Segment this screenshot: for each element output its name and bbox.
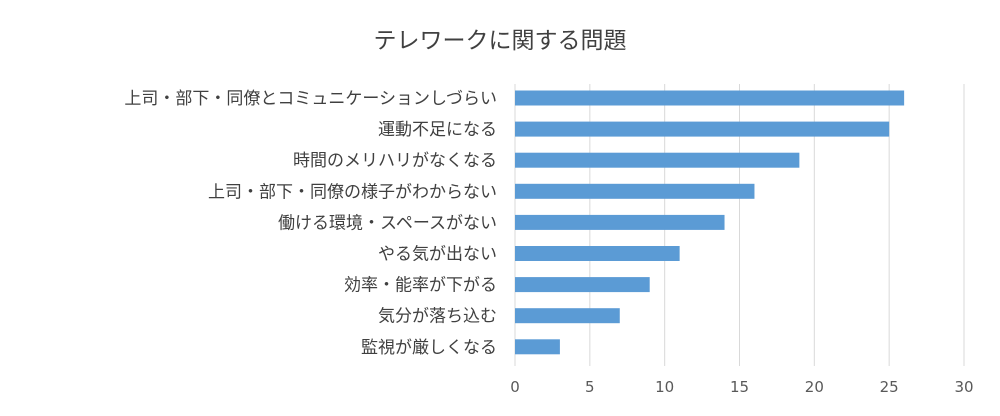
x-tick-label-30: 30 (954, 378, 973, 396)
category-label-1: 運動不足になる (378, 120, 497, 140)
bar-4 (515, 214, 725, 230)
x-tick-label-15: 15 (730, 378, 749, 396)
x-tick-label-0: 0 (510, 378, 520, 396)
bar-8 (515, 339, 560, 355)
x-tick-label-10: 10 (655, 378, 674, 396)
bar-5 (515, 246, 680, 261)
category-label-3: 上司・部下・同僚の様子がわからない (208, 182, 497, 202)
bar-2 (515, 152, 800, 168)
bar-0 (515, 90, 905, 106)
x-tick-label-25: 25 (880, 378, 899, 396)
category-label-0: 上司・部下・同僚とコミュニケーションしづらい (124, 89, 497, 109)
x-axis-tick-labels: 0 5 10 15 20 25 30 (510, 378, 973, 396)
bar-6 (515, 277, 650, 293)
category-label-5: やる気が出ない (378, 245, 497, 265)
category-label-6: 効率・能率が下がる (344, 276, 497, 296)
category-label-4: 働ける環境・スペースがない (278, 213, 497, 233)
bars (515, 90, 905, 355)
bar-7 (515, 308, 620, 324)
category-labels: 上司・部下・同僚とコミュニケーションしづらい運動不足になる時間のメリハリがなくな… (124, 89, 497, 358)
x-tick-label-5: 5 (585, 378, 595, 396)
category-label-8: 監視が厳しくなる (361, 338, 497, 358)
category-label-7: 気分が落ち込む (378, 307, 497, 327)
category-label-2: 時間のメリハリがなくなる (293, 151, 497, 171)
chart-title: テレワークに関する問題 (374, 28, 627, 54)
bar-1 (515, 121, 890, 137)
x-tick-label-20: 20 (805, 378, 824, 396)
bar-3 (515, 183, 755, 199)
